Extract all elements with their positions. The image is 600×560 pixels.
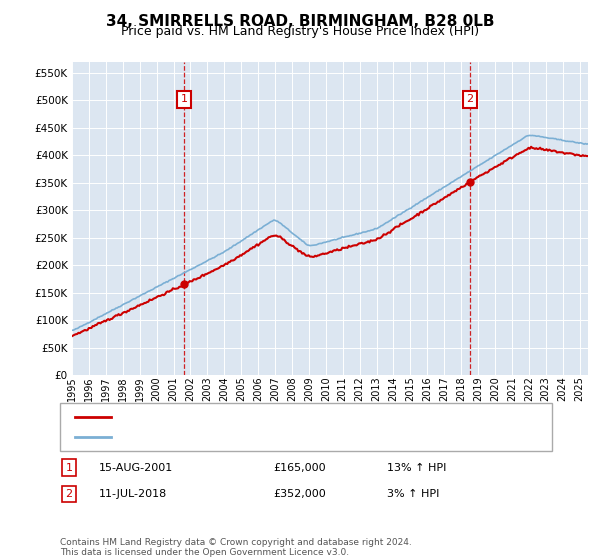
Text: 34, SMIRRELLS ROAD, BIRMINGHAM, B28 0LB (detached house): 34, SMIRRELLS ROAD, BIRMINGHAM, B28 0LB …: [117, 412, 448, 422]
Text: 1: 1: [181, 94, 187, 104]
Text: 34, SMIRRELLS ROAD, BIRMINGHAM, B28 0LB: 34, SMIRRELLS ROAD, BIRMINGHAM, B28 0LB: [106, 14, 494, 29]
Text: £352,000: £352,000: [273, 489, 326, 499]
Text: 11-JUL-2018: 11-JUL-2018: [99, 489, 167, 499]
Text: 13% ↑ HPI: 13% ↑ HPI: [387, 463, 446, 473]
Text: 15-AUG-2001: 15-AUG-2001: [99, 463, 173, 473]
Text: 2: 2: [466, 94, 473, 104]
Text: HPI: Average price, detached house, Birmingham: HPI: Average price, detached house, Birm…: [117, 432, 374, 442]
Text: £165,000: £165,000: [273, 463, 326, 473]
Text: Price paid vs. HM Land Registry's House Price Index (HPI): Price paid vs. HM Land Registry's House …: [121, 25, 479, 38]
Text: 2: 2: [65, 489, 73, 499]
Text: 3% ↑ HPI: 3% ↑ HPI: [387, 489, 439, 499]
Text: 1: 1: [65, 463, 73, 473]
Text: Contains HM Land Registry data © Crown copyright and database right 2024.
This d: Contains HM Land Registry data © Crown c…: [60, 538, 412, 557]
